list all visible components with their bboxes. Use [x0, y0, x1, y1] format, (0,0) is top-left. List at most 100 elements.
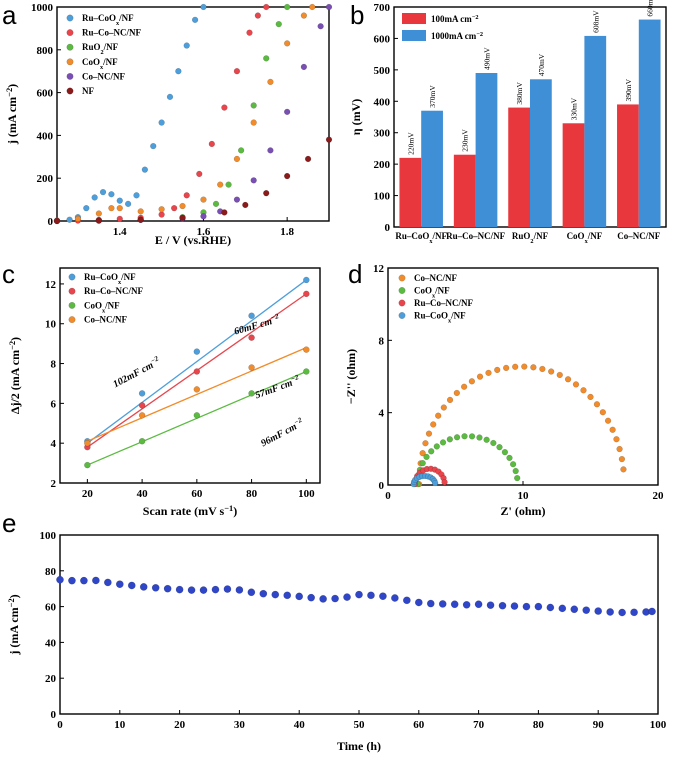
x-category-label: RuO2/NF — [512, 231, 549, 245]
data-point-d — [539, 365, 546, 373]
data-point-e — [127, 581, 136, 590]
fit-line — [86, 279, 307, 444]
bar-data-label: 660mV — [646, 0, 655, 17]
data-point-a — [221, 209, 228, 216]
legend-marker — [66, 87, 74, 95]
x-tick-label: 1.4 — [113, 226, 127, 238]
data-point-a — [267, 147, 274, 154]
y-axis-label: Δj/2 (mA cm−2) — [8, 337, 23, 414]
data-point-e — [618, 608, 626, 617]
legend-label: Ru–CoOx/NF — [414, 311, 466, 325]
legend-label: Co–NC/NF — [414, 273, 457, 283]
data-point-d — [428, 448, 435, 455]
data-point-e — [80, 576, 88, 585]
y-tick-label: 6 — [51, 398, 57, 410]
x-tick-label: 20 — [82, 488, 94, 500]
data-point-e — [582, 606, 591, 614]
bar-data-label: 490mV — [482, 47, 491, 70]
capacitance-annotation: 57mF cm−2 — [253, 373, 302, 401]
y-tick-label: 400 — [374, 96, 391, 108]
bar-1000mA — [584, 35, 607, 227]
data-point-c — [303, 346, 310, 353]
data-point-d — [419, 460, 426, 467]
bar-100mA — [562, 123, 585, 227]
plot-frame — [59, 534, 659, 715]
data-point-e — [175, 585, 184, 594]
data-point-c — [84, 439, 91, 447]
capacitance-annotation: 96mF cm−2 — [258, 416, 306, 450]
y-tick-label: 400 — [37, 130, 54, 142]
data-point-e — [247, 588, 256, 597]
data-point-d — [548, 368, 555, 375]
y-tick-label: 4 — [379, 408, 385, 420]
legend-marker — [66, 73, 74, 80]
legend-label: CoOx/NF — [84, 300, 120, 314]
data-point-d — [453, 434, 461, 441]
data-point-e — [92, 576, 100, 585]
data-point-d — [483, 436, 490, 443]
bar-1000mA — [530, 79, 552, 228]
data-point-d — [572, 381, 580, 388]
data-point-a — [116, 215, 123, 222]
data-point-e — [211, 585, 220, 594]
data-point-a — [309, 3, 316, 11]
data-point-c — [248, 312, 255, 319]
legend-label: CoOx/NF — [82, 57, 118, 71]
legend-swatch — [402, 30, 426, 41]
x-tick-label: 60 — [413, 719, 425, 731]
data-point-a — [137, 208, 144, 215]
data-point-a — [317, 23, 324, 30]
data-point-e — [151, 584, 160, 592]
legend-label: Ru–Co–NC/NF — [414, 298, 474, 308]
x-category-label: CoOx/NF — [567, 231, 603, 245]
data-point-a — [250, 177, 257, 184]
bar-1000mA — [421, 110, 443, 227]
data-point-a — [284, 3, 291, 11]
data-point-a — [263, 55, 270, 62]
y-tick-label: 100 — [40, 530, 57, 542]
data-point-c — [138, 412, 146, 419]
y-tick-label: 80 — [45, 566, 57, 578]
y-tick-label: 40 — [45, 637, 57, 649]
x-tick-label: 100 — [298, 488, 315, 500]
legend-label: 1000mA cm−2 — [431, 31, 483, 42]
data-point-a — [171, 205, 178, 212]
x-tick-label: 10 — [114, 719, 126, 731]
data-point-a — [233, 155, 241, 163]
data-point-c — [193, 412, 201, 419]
data-point-a — [116, 197, 123, 204]
data-point-d — [422, 440, 429, 447]
x-category-label: Ru–CoOx/NF — [395, 231, 447, 245]
data-point-d — [503, 364, 510, 372]
legend-marker — [68, 273, 76, 281]
data-point-e — [414, 598, 423, 607]
data-point-e — [403, 596, 411, 605]
data-point-c — [303, 290, 310, 298]
data-point-e — [271, 590, 280, 599]
data-point-a — [108, 191, 115, 198]
y-tick-label: 12 — [45, 279, 57, 291]
data-point-d — [446, 436, 453, 443]
data-point-e — [223, 585, 232, 593]
data-point-d — [423, 453, 430, 461]
data-point-a — [158, 119, 165, 126]
data-point-a — [166, 93, 174, 100]
data-point-e — [462, 601, 471, 609]
data-point-d — [435, 412, 442, 419]
data-point-d — [580, 387, 587, 394]
data-point-d — [512, 363, 519, 370]
y-axis-label: η (mV) — [349, 99, 363, 135]
x-tick-label: 40 — [294, 719, 306, 731]
data-point-d — [476, 434, 483, 441]
panel-b-letter: b — [350, 0, 364, 30]
legend-marker — [398, 312, 406, 319]
bar-data-label: 470mV — [537, 53, 546, 76]
legend-label: Ru–Co–NC/NF — [82, 28, 142, 38]
data-point-e — [343, 593, 351, 601]
data-point-a — [99, 189, 107, 196]
data-point-a — [238, 147, 245, 154]
data-point-e — [391, 594, 399, 602]
bar-100mA — [453, 154, 476, 227]
x-tick-label: 40 — [137, 488, 149, 500]
data-point-a — [200, 213, 207, 220]
